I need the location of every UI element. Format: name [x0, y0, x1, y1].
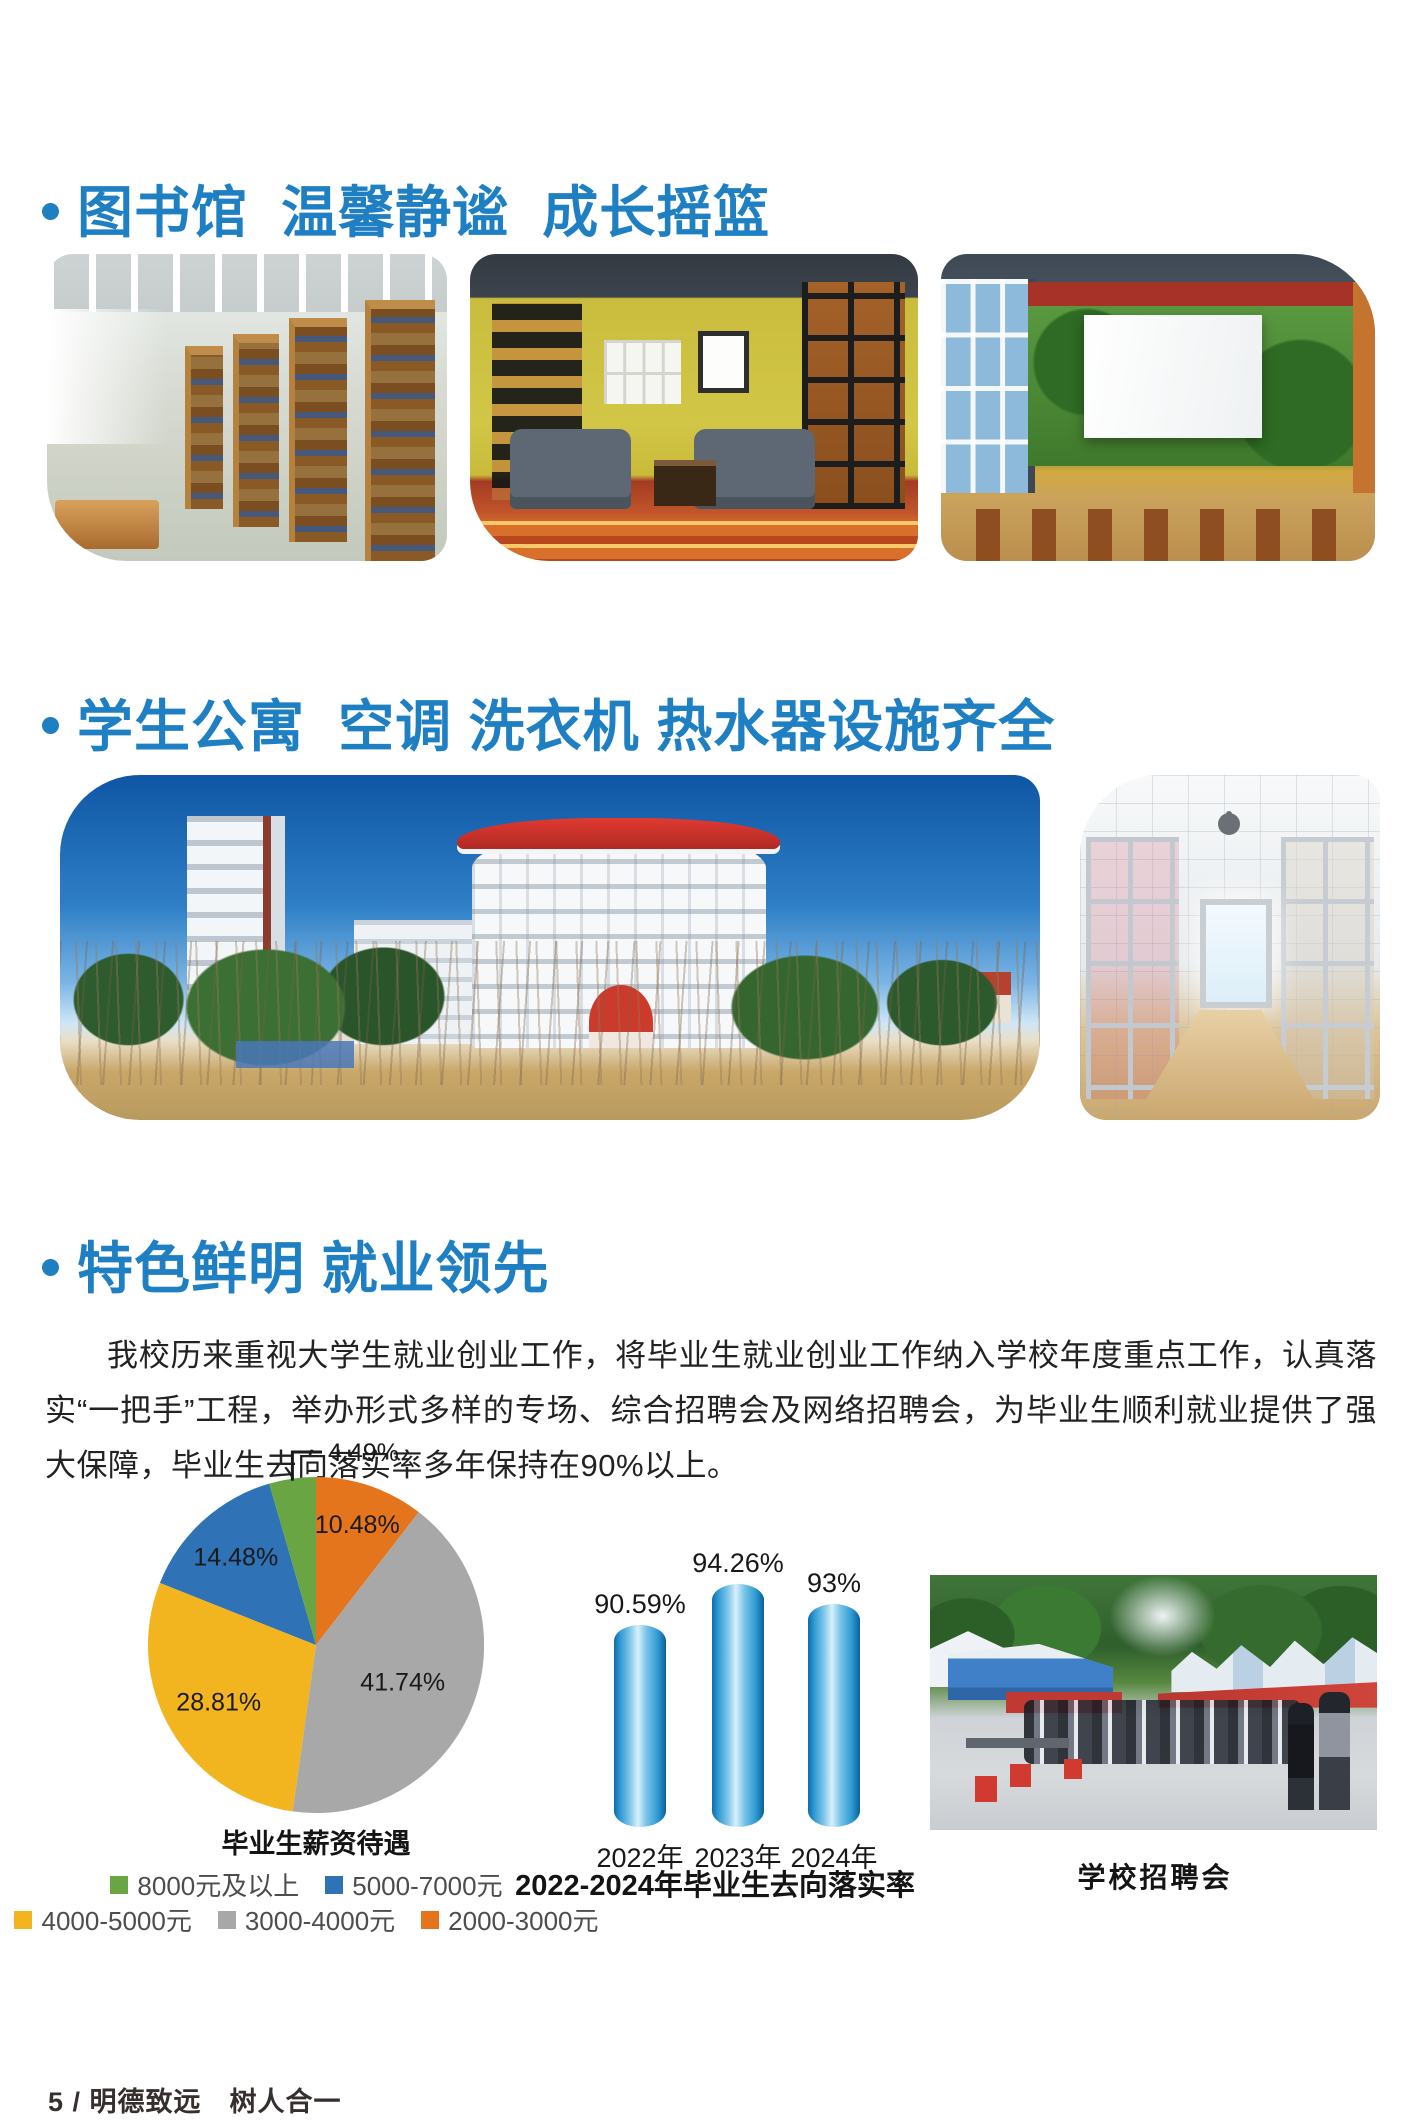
legend-swatch-icon	[217, 1910, 236, 1929]
section-heading-library: 图书馆 温馨静谧 成长摇篮	[42, 168, 770, 249]
legend-label: 5000-7000元	[352, 1871, 503, 1901]
legend-swatch-icon	[325, 1875, 344, 1894]
pie-chart-caption: 毕业生薪资待遇	[221, 1829, 411, 1859]
photo-campus-panorama	[60, 775, 1040, 1120]
red-stool-shape	[974, 1776, 998, 1802]
photo-library-bookshelves	[47, 254, 447, 561]
wall-art-shape	[698, 330, 749, 393]
bar-value-label: 94.26%	[692, 1548, 784, 1578]
section-heading-dorm: 学生公寓 空调 洗衣机 热水器设施齐全	[42, 682, 1055, 763]
salary-pie-chart: 10.48% 41.74% 28.81% 14.48% 4.49%	[147, 1439, 485, 1814]
photo-dorm-interior	[1080, 775, 1380, 1120]
pie-slice	[316, 1477, 419, 1645]
section-title-dorm: 学生公寓 空调 洗衣机 热水器设施齐全	[77, 695, 1056, 758]
legend-item: 2000-3000元	[421, 1901, 599, 1938]
bar-cylinder	[614, 1625, 666, 1827]
pie-slice-label: 10.48%	[315, 1511, 400, 1539]
cube-shelf-shape	[604, 339, 681, 405]
pie-slice-label: 4.49%	[328, 1439, 399, 1467]
coffee-table-shape	[653, 459, 717, 506]
person-shape	[1287, 1702, 1315, 1810]
legend-row: 4000-5000元 3000-4000元 2000-3000元	[14, 1901, 599, 1938]
employment-paragraph: 我校历来重视大学生就业创业工作，将毕业生就业创业工作纳入学校年度重点工作，认真落…	[45, 1338, 1377, 1483]
blue-tarp-shape	[236, 1040, 354, 1069]
person-shape	[1318, 1692, 1351, 1810]
pie-slice	[292, 1512, 485, 1814]
bookshelf-shape	[289, 318, 347, 543]
legend-item: 5000-7000元	[325, 1866, 503, 1903]
display-shelf-shape	[801, 281, 905, 509]
bullet-icon	[42, 717, 59, 734]
bar-category-label: 2024年	[790, 1843, 878, 1873]
photo-multimedia-room	[941, 254, 1375, 561]
legend-item: 8000元及以上	[110, 1866, 299, 1903]
bar-value-label: 93%	[806, 1568, 862, 1598]
pie-slice-label: 41.74%	[360, 1669, 445, 1697]
curtain-valance-shape	[1027, 281, 1354, 307]
ceiling-fan-shape	[1218, 812, 1240, 835]
bar-category-label: 2022年	[596, 1843, 684, 1873]
desks-chairs-shape	[975, 508, 1358, 561]
legend-row: 8000元及以上 5000-7000元	[24, 1866, 589, 1903]
windows-shape	[941, 278, 1035, 494]
legend-item: 4000-5000元	[14, 1901, 192, 1938]
crowd-shape	[1023, 1699, 1301, 1764]
bookshelf-shape	[233, 333, 279, 527]
window-light-shape	[47, 309, 167, 445]
red-stool-shape	[1010, 1763, 1031, 1787]
bar-cylinder	[808, 1604, 860, 1827]
wood-steps-shape	[470, 521, 918, 561]
projector-screen-shape	[1084, 315, 1263, 439]
red-stool-shape	[1064, 1758, 1082, 1779]
bullet-icon	[42, 1259, 59, 1276]
bunk-bed-right-shape	[1281, 837, 1374, 1100]
page-footer: 5 / 明德致远 树人合一	[48, 2087, 342, 2117]
table-shape	[965, 1738, 1069, 1749]
legend-label: 3000-4000元	[244, 1906, 396, 1936]
reading-desk-shape	[55, 499, 159, 549]
bookshelf-shape	[185, 346, 223, 509]
bookshelf-shape	[365, 300, 435, 561]
end-window-shape	[1200, 899, 1272, 1008]
legend-item: 3000-4000元	[217, 1901, 396, 1938]
sky-gap-shape	[1108, 1575, 1217, 1657]
photo-job-fair	[930, 1575, 1377, 1830]
bar-category-label: 2023年	[694, 1843, 782, 1873]
bar-chart-title: 2022-2024年毕业生去向落实率	[515, 1870, 915, 1902]
legend-swatch-icon	[110, 1875, 129, 1894]
bar-value-label: 90.59%	[594, 1589, 686, 1619]
legend-swatch-icon	[14, 1910, 33, 1929]
legend-label: 2000-3000元	[448, 1906, 599, 1936]
bare-branches-shape	[60, 940, 1040, 1086]
pie-slice	[269, 1476, 316, 1645]
red-roof-shape	[456, 818, 781, 850]
pie-slice	[159, 1483, 316, 1645]
pie-slice-label: 14.48%	[193, 1544, 278, 1572]
wood-pillar-shape	[1353, 281, 1375, 494]
bullet-icon	[42, 203, 59, 220]
legend-label: 8000元及以上	[137, 1871, 300, 1901]
pie-callout-line	[290, 1450, 322, 1481]
pie-slice	[147, 1582, 316, 1812]
section-heading-employment: 特色鲜明 就业领先	[42, 1224, 550, 1305]
bunk-bed-left-shape	[1086, 837, 1179, 1100]
section-title-library: 图书馆 温馨静谧 成长摇篮	[77, 181, 771, 244]
sofa-shape	[510, 428, 632, 509]
legend-label: 4000-5000元	[41, 1906, 192, 1936]
pie-slice-label: 28.81%	[176, 1689, 261, 1717]
bar-cylinder	[712, 1584, 764, 1827]
trees-shape	[60, 919, 1040, 1079]
job-fair-caption: 学校招聘会	[1077, 1862, 1233, 1893]
section-title-employment: 特色鲜明 就业领先	[77, 1237, 550, 1300]
legend-swatch-icon	[421, 1910, 440, 1929]
photo-library-lounge	[470, 254, 918, 561]
